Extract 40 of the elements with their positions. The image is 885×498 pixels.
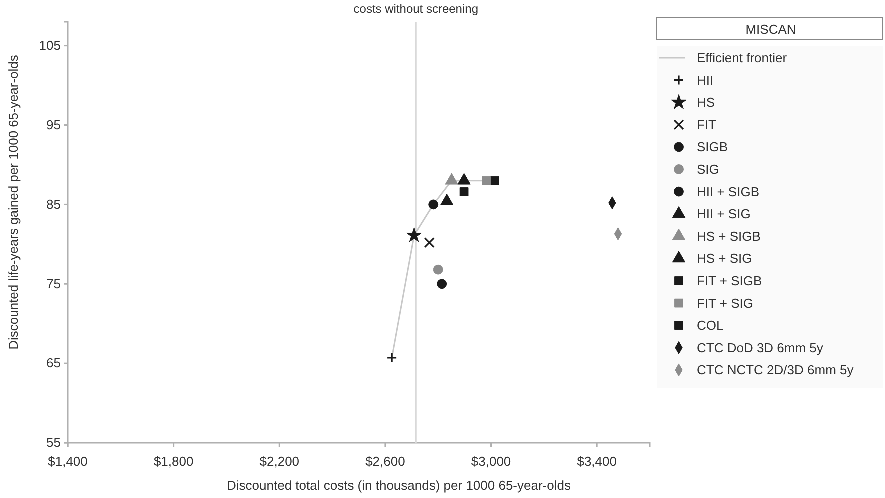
legend-title: MISCAN (746, 22, 796, 37)
legend-label: Efficient frontier (697, 50, 788, 66)
legend-label: CTC DoD 3D 6mm 5y (697, 340, 824, 356)
y-axis-title: Discounted life-years gained per 1000 65-year-olds (6, 54, 21, 350)
y-tick-label: 85 (46, 196, 61, 212)
legend-label: COL (697, 318, 724, 334)
legend-label: FIT (697, 117, 717, 132)
point (386, 352, 398, 364)
legend-label: HII (697, 72, 714, 88)
legend-label: HS + SIGB (697, 228, 761, 244)
y-tick-label: 65 (46, 356, 61, 371)
x-tick-label: $3,400 (577, 454, 617, 470)
x-tick-label: $1,800 (154, 454, 194, 470)
legend-label: SIGB (697, 140, 728, 155)
point (424, 238, 435, 248)
legend-label: HII + SIG (697, 206, 751, 222)
point (490, 176, 500, 186)
legend-label: HS (697, 95, 716, 110)
x-tick-label: $3,000 (471, 454, 512, 470)
legend-label: HS + SIG (697, 251, 752, 266)
y-tick-label: 105 (39, 38, 61, 53)
legend-label: CTC NCTC 2D/3D 6mm 5y (697, 362, 854, 378)
point (433, 264, 444, 275)
y-tick-label: 95 (46, 117, 61, 132)
point (437, 279, 448, 290)
legend-label: FIT + SIGB (697, 274, 762, 288)
legend-label: FIT + SIG (697, 296, 754, 311)
x-tick-label: $2,600 (366, 454, 406, 470)
point (428, 200, 439, 210)
x-tick-label: $1,400 (48, 454, 88, 470)
point (482, 176, 491, 186)
x-tick-label: $2,200 (260, 454, 300, 470)
x-axis-title: Discounted total costs (in thousands) per 1000 65-year-olds (227, 478, 572, 493)
point (406, 228, 422, 242)
legend-label: SIG (697, 162, 720, 177)
point (460, 188, 469, 196)
y-tick-label: 55 (46, 435, 61, 450)
ref-line-label: costs without screening (354, 2, 479, 16)
y-tick-label: 75 (46, 276, 61, 292)
legend-label: HII + SIGB (697, 184, 760, 200)
